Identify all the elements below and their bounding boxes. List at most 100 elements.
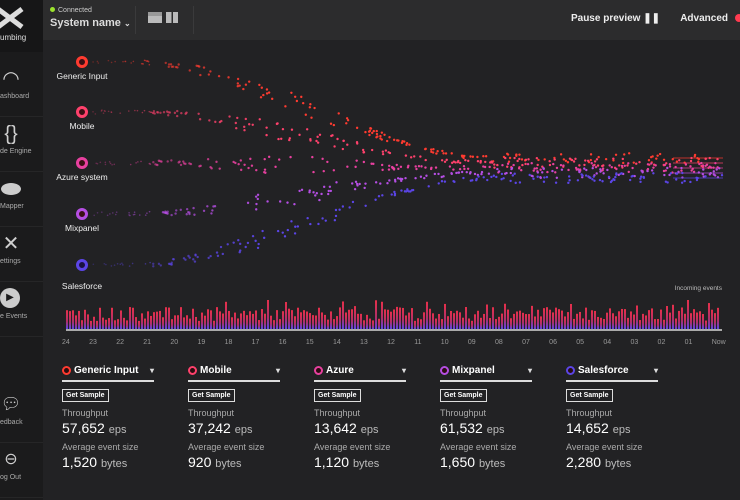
event-particle xyxy=(639,180,642,184)
event-particle xyxy=(551,169,554,173)
sidebar-item-code-engine[interactable]: {} de Engine xyxy=(0,117,43,172)
histogram-bar xyxy=(432,313,434,329)
sidebar-item-log-out[interactable]: ⊖ og Out xyxy=(0,443,43,498)
event-particle xyxy=(167,114,170,117)
histogram-bar xyxy=(183,317,185,329)
histogram-bar xyxy=(624,309,626,329)
event-particle xyxy=(293,95,297,98)
event-particle xyxy=(457,159,460,163)
histogram-bar xyxy=(399,307,401,329)
event-particle xyxy=(388,164,391,167)
event-particle xyxy=(199,73,202,77)
sidebar-item-mapper[interactable]: Mapper xyxy=(0,172,43,227)
source-mobile[interactable]: Mobile xyxy=(42,106,122,131)
histogram-bar xyxy=(333,319,335,329)
histogram-bar xyxy=(402,307,404,329)
event-particle xyxy=(312,191,315,194)
event-particle xyxy=(633,174,636,178)
rows-layout-icon[interactable] xyxy=(148,12,162,23)
advanced-button[interactable]: Advanced xyxy=(680,13,728,24)
event-particle xyxy=(111,163,113,166)
histogram-bar xyxy=(153,312,155,329)
event-particle xyxy=(675,178,678,181)
event-particle xyxy=(500,178,503,181)
get-sample-button[interactable]: Get Sample xyxy=(188,389,235,402)
event-particle xyxy=(595,158,599,161)
status-text: Connected xyxy=(58,7,92,14)
event-particle xyxy=(322,185,326,189)
histogram-timeline-scrubber[interactable] xyxy=(66,329,722,331)
event-particle xyxy=(632,161,635,164)
histogram-bar xyxy=(72,310,74,329)
event-particle xyxy=(586,159,590,162)
event-particle xyxy=(281,231,284,234)
sidebar-item-settings[interactable]: ✕ ettings xyxy=(0,227,43,282)
throughput-number: 57,652 xyxy=(62,420,105,436)
throughput-label: Throughput xyxy=(62,408,109,418)
event-particle xyxy=(480,170,484,174)
event-particle xyxy=(169,63,173,66)
event-particle xyxy=(509,171,513,175)
source-select[interactable]: Mobile ▾ xyxy=(188,365,280,382)
histogram-bar xyxy=(576,313,578,329)
event-particle xyxy=(450,152,453,155)
event-particle xyxy=(424,166,427,169)
source-select[interactable]: Generic Input ▾ xyxy=(62,365,154,382)
event-particle xyxy=(593,160,597,163)
event-particle xyxy=(237,162,240,166)
histogram-bar xyxy=(306,311,308,329)
source-mixpanel[interactable]: Mixpanel xyxy=(42,208,122,233)
layout-toggle[interactable] xyxy=(148,12,178,23)
pause-label: Pause preview xyxy=(570,13,641,24)
histogram-bar xyxy=(177,315,179,329)
event-particle xyxy=(182,160,185,163)
source-select[interactable]: Azure ▾ xyxy=(314,365,406,382)
histogram-bar xyxy=(657,319,659,329)
pause-preview-button[interactable]: Pause preview ❚❚ xyxy=(571,13,660,24)
source-select[interactable]: Salesforce ▾ xyxy=(566,365,658,382)
event-particle xyxy=(148,63,151,66)
histogram-bar xyxy=(390,311,392,329)
event-particle xyxy=(598,178,602,182)
columns-layout-icon[interactable] xyxy=(166,12,178,23)
event-particle xyxy=(702,175,705,178)
get-sample-button[interactable]: Get Sample xyxy=(566,389,613,402)
logo[interactable]: umbing xyxy=(0,0,43,52)
source-salesforce[interactable]: Salesforce xyxy=(42,259,122,291)
event-particle xyxy=(156,111,160,114)
sidebar-item-feedback[interactable]: 💬︎ edback xyxy=(0,388,43,443)
event-particle xyxy=(290,91,293,94)
event-particle xyxy=(214,120,217,124)
event-particle xyxy=(215,160,218,164)
get-sample-button[interactable]: Get Sample xyxy=(440,389,487,402)
event-particle xyxy=(110,111,113,114)
histogram-bar xyxy=(288,308,290,329)
event-particle xyxy=(256,246,260,250)
event-particle xyxy=(260,86,264,89)
sidebar-item-live-events[interactable]: ▶ e Events xyxy=(0,282,43,337)
get-sample-button[interactable]: Get Sample xyxy=(62,389,109,402)
event-particle xyxy=(124,60,126,63)
event-particle xyxy=(680,181,684,184)
source-generic-input[interactable]: Generic Input xyxy=(42,56,122,81)
histogram-bar xyxy=(231,317,233,329)
event-particle xyxy=(702,168,705,171)
event-particle xyxy=(170,159,173,162)
event-particle xyxy=(96,211,99,214)
event-particle xyxy=(202,209,206,213)
source-select[interactable]: Mixpanel ▾ xyxy=(440,365,532,382)
histogram-bar xyxy=(336,316,338,329)
event-particle xyxy=(656,154,659,157)
event-particle xyxy=(689,180,692,184)
get-sample-button[interactable]: Get Sample xyxy=(314,389,361,402)
event-particle xyxy=(232,160,235,164)
histogram-bar xyxy=(507,309,509,329)
system-select[interactable]: System name ⌄ xyxy=(50,17,131,29)
event-particle xyxy=(689,159,693,163)
source-azure-system[interactable]: Azure system xyxy=(42,157,122,182)
event-particle xyxy=(408,143,411,146)
event-particle xyxy=(243,125,246,129)
event-particle xyxy=(121,262,123,265)
sidebar-item-dashboard[interactable]: ◠ ashboard xyxy=(0,62,43,117)
histogram-bar xyxy=(705,320,707,329)
